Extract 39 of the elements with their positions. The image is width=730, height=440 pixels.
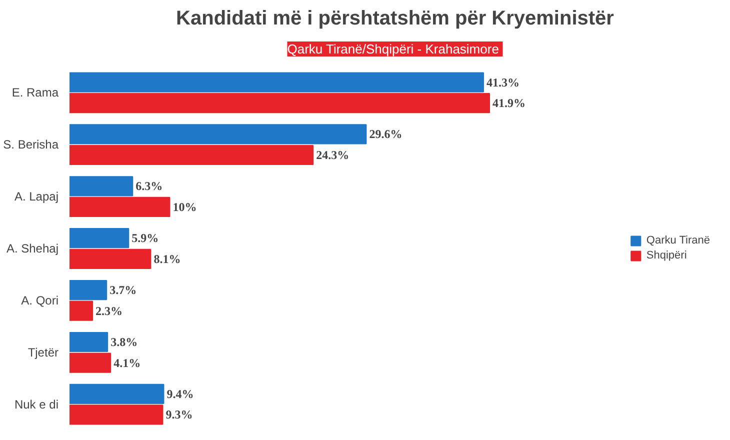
bar: [70, 248, 152, 269]
bar: [70, 228, 130, 248]
y-tick-label: S. Berisha: [3, 138, 59, 152]
bar: [70, 144, 314, 166]
data-label: 41.3%: [486, 75, 520, 90]
chart-subtitle: Qarku Tiranë/Shqipëri - Krahasimore: [287, 42, 499, 56]
data-label: 3.8%: [110, 335, 138, 349]
y-tick-label: A. Lapaj: [14, 190, 59, 204]
bar: [70, 332, 108, 352]
data-label: 9.4%: [166, 386, 194, 401]
chart-title: Kandidati më i përshtatshëm për Kryeministër: [176, 8, 614, 30]
bar: [70, 124, 367, 144]
bar: [70, 93, 490, 114]
bar: [70, 176, 134, 196]
y-tick-label: A. Qori: [21, 293, 58, 308]
y-tick-label: Nuk e di: [14, 397, 59, 412]
data-label: 4.1%: [114, 356, 141, 370]
bar: [70, 404, 164, 425]
y-tick-label: Tjetër: [28, 345, 59, 360]
y-tick-label: E. Rama: [12, 86, 59, 100]
bar: [70, 300, 94, 321]
data-label: 2.3%: [96, 304, 123, 318]
data-label: 9.3%: [166, 408, 193, 422]
data-label: 24.3%: [316, 148, 350, 162]
data-label: 10%: [172, 200, 197, 214]
data-label: 5.9%: [132, 231, 159, 246]
data-label: 3.7%: [110, 283, 137, 298]
legend-label: Qarku Tiranë: [646, 234, 710, 246]
data-label: 6.3%: [136, 179, 163, 194]
bar: [70, 280, 108, 300]
bar: [70, 72, 484, 92]
data-label: 8.1%: [154, 252, 181, 266]
data-label: 41.9%: [492, 96, 526, 110]
legend-label: Shqipëri: [646, 250, 687, 262]
y-tick-label: A. Shehaj: [6, 242, 59, 256]
data-label: 29.6%: [369, 127, 402, 142]
bar: [70, 196, 170, 217]
bar: [70, 352, 112, 373]
bar: [70, 384, 164, 404]
